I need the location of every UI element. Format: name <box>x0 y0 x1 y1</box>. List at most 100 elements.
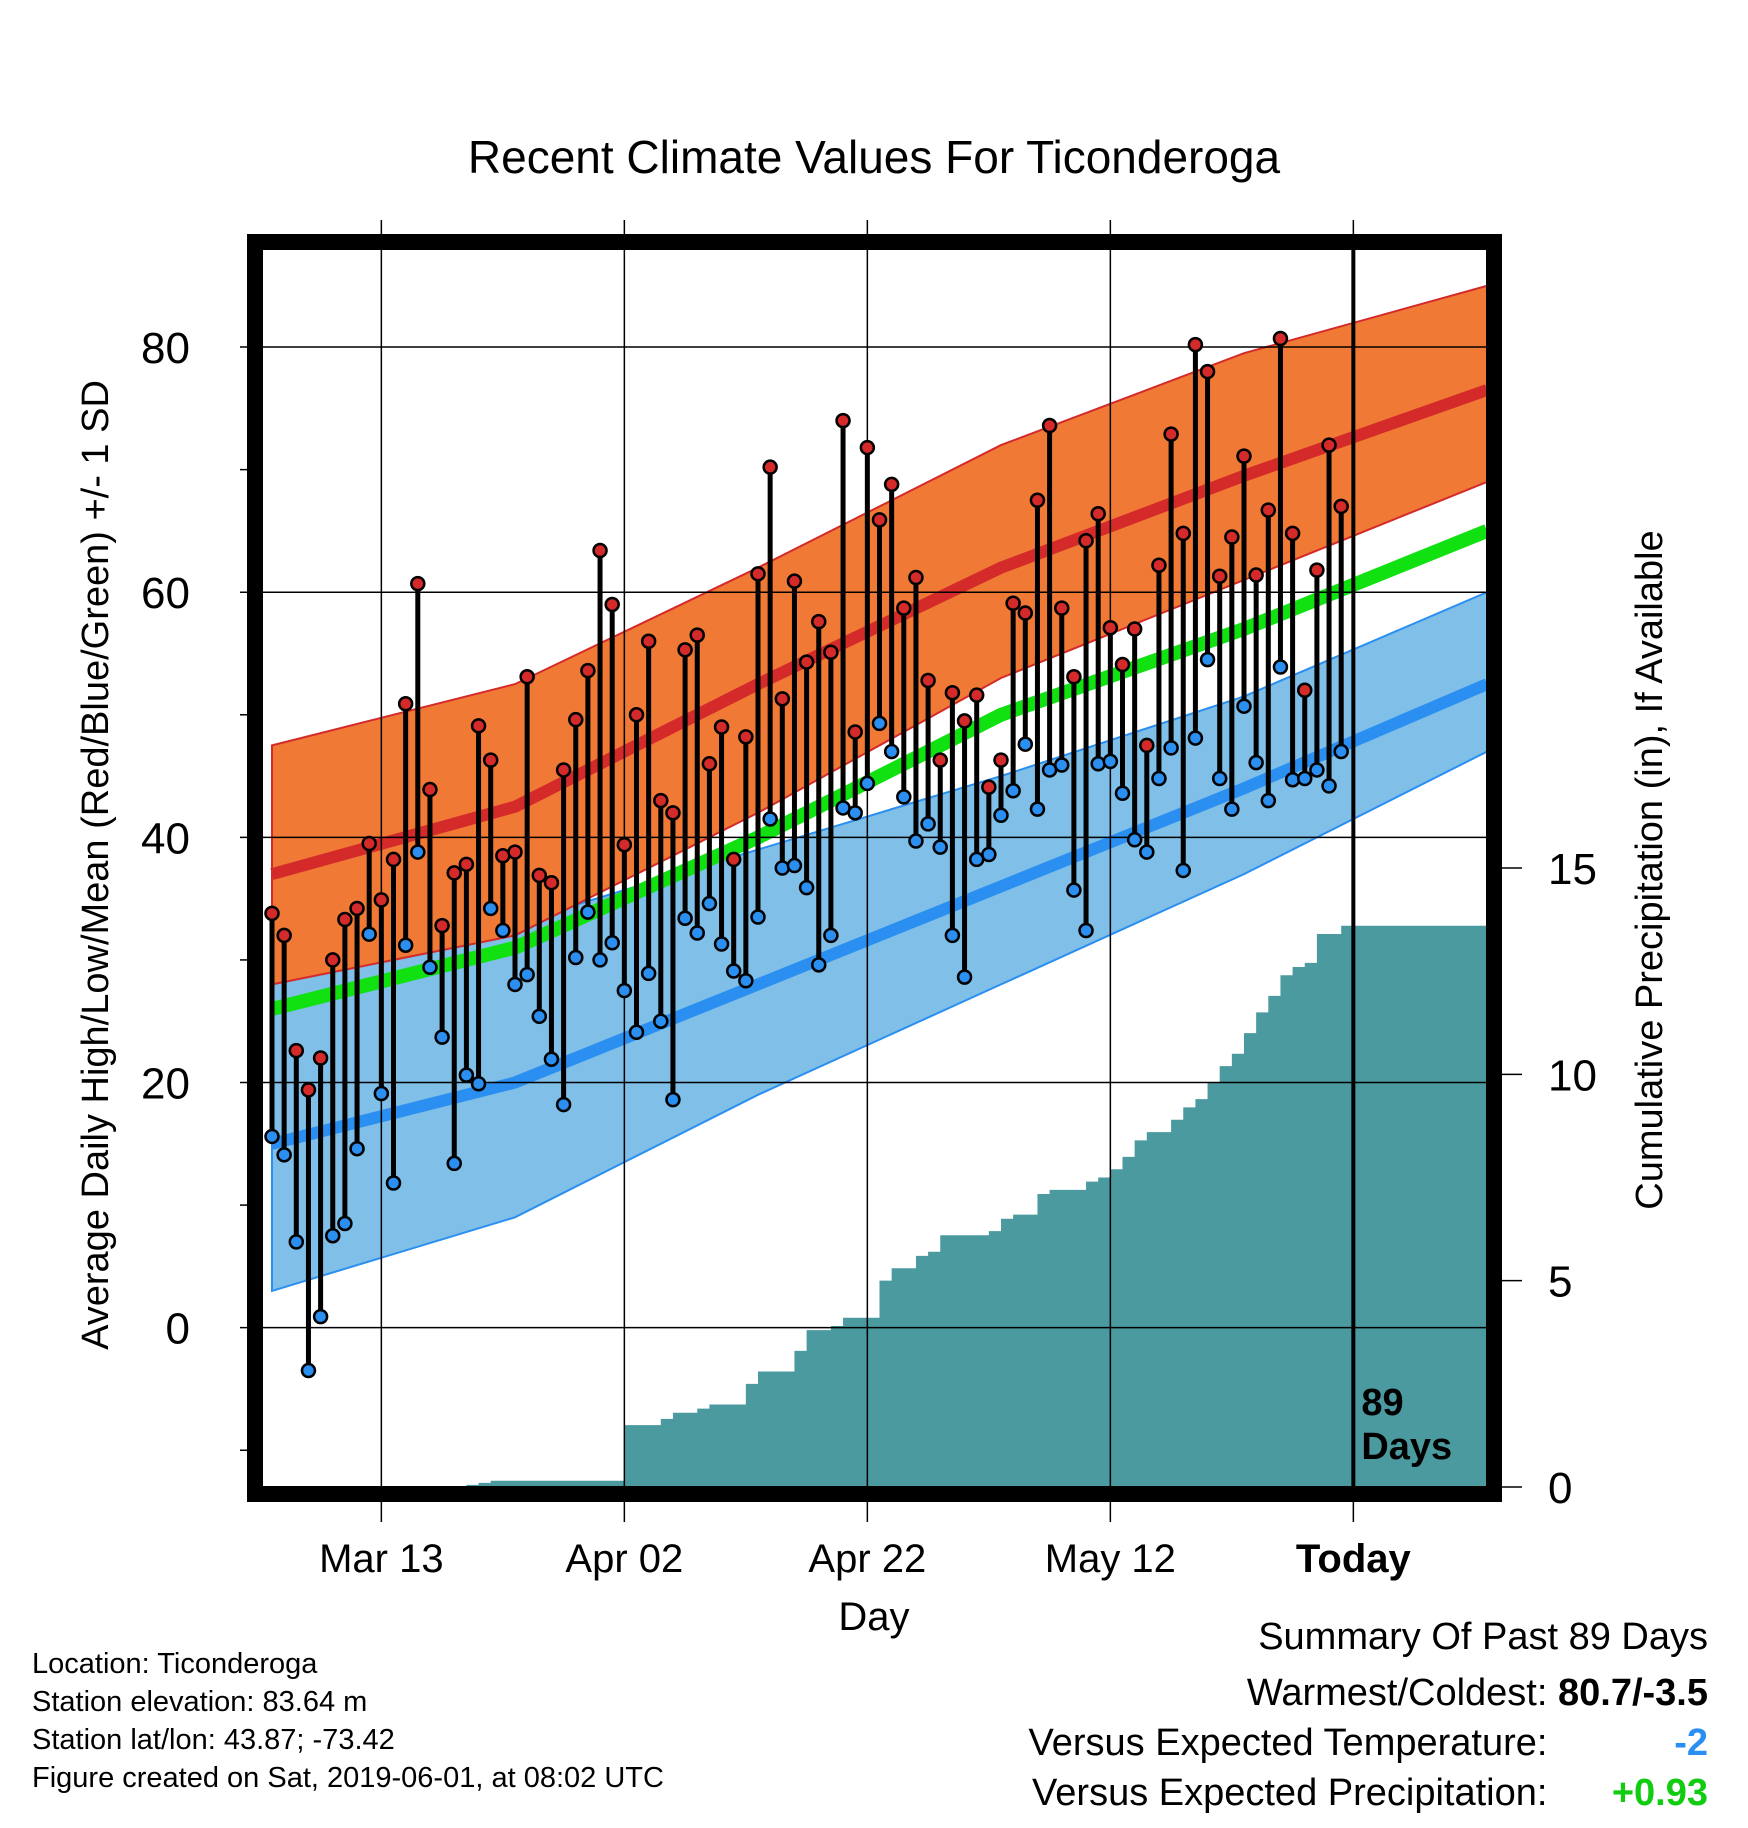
daily-high-point <box>896 600 912 616</box>
daily-high-point <box>1090 506 1106 522</box>
daily-high-point <box>446 865 462 881</box>
daily-high-point <box>264 905 280 922</box>
daily-high-point <box>470 718 487 734</box>
daily-high-point <box>1054 600 1070 616</box>
daily-low-point <box>410 844 426 860</box>
daily-low-point <box>482 900 499 917</box>
daily-low-point <box>1139 844 1155 860</box>
daily-high-point <box>738 729 754 745</box>
warmest-label: Warmest/Coldest: <box>1246 1672 1548 1714</box>
daily-low-point <box>701 895 718 912</box>
daily-low-point <box>568 949 584 966</box>
daily-low-point <box>640 965 657 982</box>
daily-high-point <box>750 566 766 582</box>
location-text: Location: Ticonderoga <box>32 1648 318 1680</box>
precip-label: Versus Expected Precipitation: <box>1032 1772 1548 1814</box>
daily-low-point <box>312 1308 329 1325</box>
daily-low-point <box>361 926 377 942</box>
daily-high-point <box>1175 525 1191 542</box>
daily-high-point <box>604 596 620 613</box>
daily-low-point <box>883 743 900 760</box>
daily-low-point <box>337 1215 353 1232</box>
daily-low-point <box>288 1234 305 1250</box>
daily-low-point <box>628 1024 645 1040</box>
daily-low-point <box>495 922 511 939</box>
daily-high-point <box>580 662 596 679</box>
daily-high-point <box>1151 557 1167 573</box>
y-tick-label: 40 <box>141 814 190 863</box>
y2-tick-label: 0 <box>1548 1464 1572 1513</box>
daily-low-point <box>762 811 778 827</box>
daily-low-point <box>1126 832 1143 848</box>
daily-high-point <box>640 633 657 649</box>
daily-high-point <box>276 927 292 944</box>
daily-low-point <box>750 909 766 925</box>
daily-high-point <box>920 672 936 689</box>
daily-high-point <box>725 851 742 868</box>
daily-low-point <box>896 789 912 805</box>
daily-high-point <box>434 917 450 934</box>
daily-low-point <box>1175 862 1191 879</box>
y-tick-label: 60 <box>141 569 190 618</box>
daily-high-point <box>531 867 548 884</box>
temp-value: -2 <box>1674 1722 1708 1764</box>
daily-low-point <box>1066 882 1082 898</box>
daily-low-point <box>993 807 1009 824</box>
daily-low-point <box>519 966 535 983</box>
daily-low-point <box>1211 770 1228 787</box>
daily-low-point <box>1005 783 1021 799</box>
daily-low-point <box>823 927 839 944</box>
daily-low-point <box>1054 757 1070 773</box>
daily-low-point <box>397 937 414 953</box>
daily-low-point <box>798 879 815 896</box>
daily-high-point <box>956 713 973 729</box>
daily-high-point <box>786 573 803 589</box>
daily-low-point <box>677 910 693 927</box>
daily-high-point <box>349 900 365 917</box>
daily-high-point <box>871 512 888 528</box>
summary-temperature: Versus Expected Temperature: -2 <box>1029 1722 1708 1765</box>
daily-high-point <box>1005 595 1021 611</box>
daily-low-point <box>1017 736 1034 752</box>
daily-high-point <box>458 856 475 873</box>
daily-high-point <box>811 613 827 630</box>
daily-high-point <box>312 1050 329 1066</box>
summary-title: Summary Of Past 89 Days <box>1258 1616 1708 1658</box>
daily-high-point <box>1309 562 1325 578</box>
daily-low-point <box>1260 792 1277 809</box>
daily-high-point <box>908 569 924 586</box>
daily-low-point <box>713 936 730 952</box>
daily-low-point <box>1272 659 1289 675</box>
daily-low-point <box>349 1140 365 1157</box>
daily-high-point <box>1211 568 1228 585</box>
daily-high-point <box>1321 437 1337 453</box>
daily-low-point <box>725 963 742 979</box>
daily-high-point <box>568 711 584 728</box>
days-label-line: Days <box>1361 1426 1452 1468</box>
daily-high-point <box>689 627 705 643</box>
daily-high-point <box>397 696 414 712</box>
daily-low-point <box>300 1362 317 1379</box>
daily-high-point <box>385 851 402 868</box>
daily-low-point <box>555 1096 572 1113</box>
daily-low-point <box>1187 730 1204 746</box>
x-tick-label: Apr 22 <box>808 1537 926 1581</box>
warmest-value: 80.7/-3.5 <box>1558 1672 1708 1714</box>
daily-high-point <box>968 687 985 703</box>
y-tick-label: 20 <box>141 1060 190 1109</box>
daily-low-point <box>531 1008 548 1025</box>
latlon-text: Station lat/lon: 43.87; -73.42 <box>32 1724 395 1756</box>
days-label-line: 89 <box>1361 1382 1403 1424</box>
y2-tick-label: 10 <box>1548 1051 1597 1100</box>
daily-high-point <box>932 752 948 768</box>
daily-high-point <box>653 792 669 809</box>
daily-high-point <box>361 835 377 852</box>
daily-high-point <box>993 752 1009 768</box>
daily-low-point <box>1224 801 1240 817</box>
daily-high-point <box>798 654 815 670</box>
daily-high-point <box>859 439 876 456</box>
daily-high-point <box>847 724 863 740</box>
daily-high-point <box>701 756 718 772</box>
daily-low-point <box>470 1075 487 1092</box>
daily-high-point <box>325 952 341 968</box>
